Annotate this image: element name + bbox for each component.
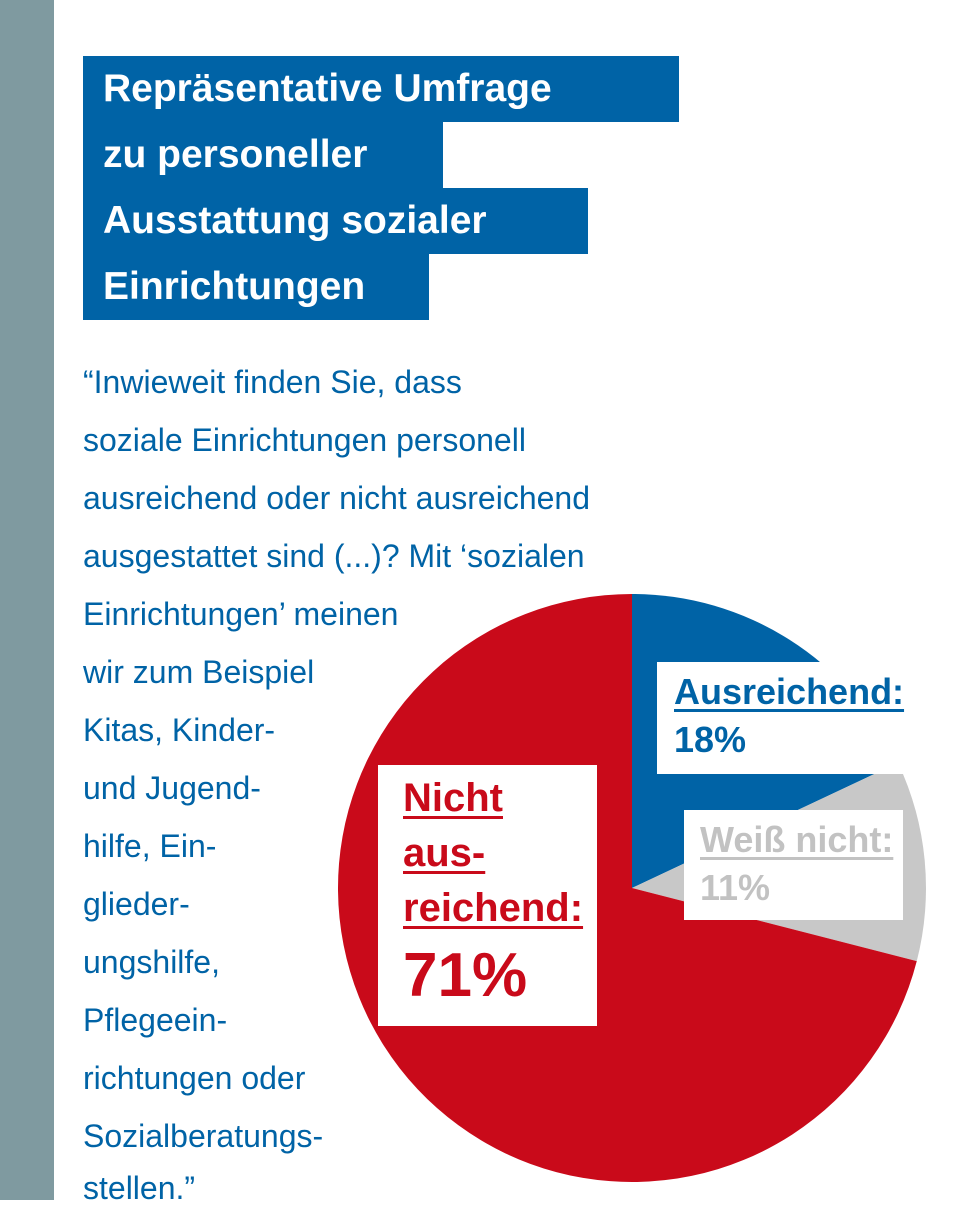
title-line-2: zu personeller: [83, 122, 443, 188]
label-nicht-ausreichend-heading: aus-: [403, 831, 486, 875]
title-line-3: Ausstattung sozialer: [83, 188, 588, 254]
label-nicht-ausreichend-heading: reichend:: [403, 886, 584, 930]
title-line-4: Einrichtungen: [83, 254, 429, 320]
question-line: richtungen oder: [83, 1060, 306, 1096]
label-nicht-ausreichend-value: 71%: [403, 941, 528, 1010]
question-line: Einrichtungen’ meinen: [83, 596, 399, 632]
label-weiss-nicht: Weiß nicht: 11%: [684, 810, 904, 920]
label-weiss-nicht-heading: Weiß nicht:: [700, 819, 894, 860]
pie-slice-nicht-ausreichend: [337, 594, 917, 1183]
label-ausreichend-value: 18%: [674, 719, 747, 760]
question-line: glieder-: [83, 886, 190, 922]
label-ausreichend-heading: Ausreichend:: [674, 671, 905, 712]
label-ausreichend: Ausreichend: 18%: [657, 662, 917, 774]
question-line: wir zum Beispiel: [83, 654, 315, 690]
label-weiss-nicht-value: 11%: [700, 867, 771, 908]
label-nicht-ausreichend: Nicht aus- reichend: 71%: [378, 765, 598, 1026]
label-nicht-ausreichend-heading: Nicht: [403, 776, 503, 820]
question-line: “Inwieweit finden Sie, dass: [83, 364, 462, 400]
question-line: ungshilfe,: [83, 944, 220, 980]
question-line: ausgestattet sind (...)? Mit ‘sozialen: [83, 538, 585, 574]
question-line: soziale Einrichtungen personell: [83, 422, 526, 458]
question-line: Sozialberatungs-: [83, 1118, 324, 1154]
question-line: ausreichend oder nicht ausreichend: [83, 480, 590, 516]
question-line: und Jugend-: [83, 770, 261, 806]
question-line: Kitas, Kinder-: [83, 712, 276, 748]
question-line: Pflegeein-: [83, 1002, 228, 1038]
question-line: hilfe, Ein-: [83, 828, 217, 864]
title-line-1: Repräsentative Umfrage: [83, 56, 679, 122]
side-accent-bar: [0, 0, 54, 1200]
